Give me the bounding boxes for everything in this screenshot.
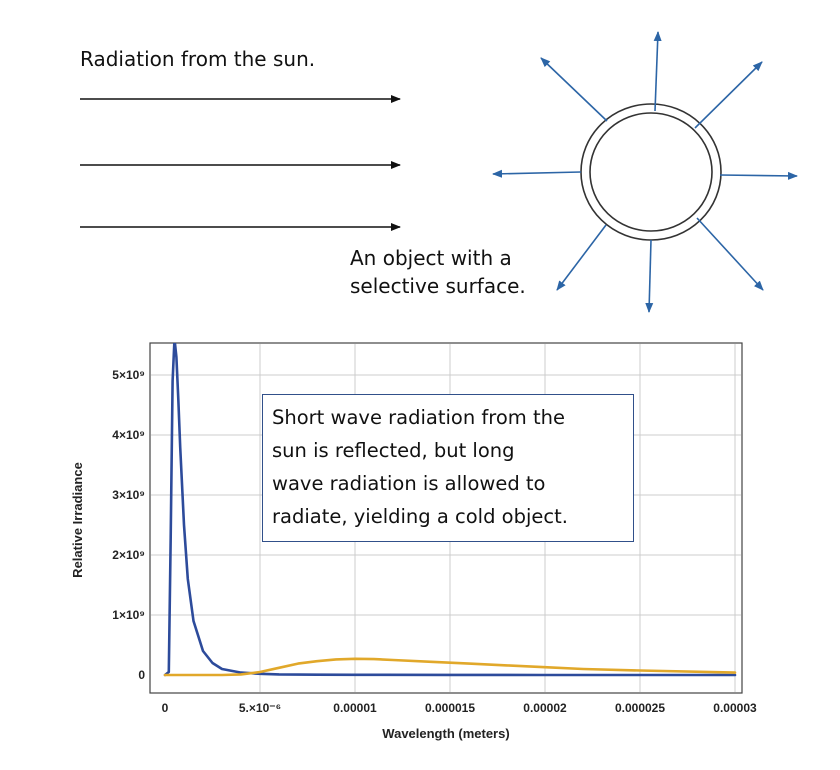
- sun-spectrum-line: [163, 343, 737, 677]
- object-inner-ring: [589, 112, 713, 232]
- x-tick-label: 0.00002: [523, 701, 567, 715]
- emitted-ray-arrow: [653, 31, 662, 112]
- y-tick-label: 3×10⁹: [112, 488, 145, 502]
- annotation-line: wave radiation is allowed to: [272, 472, 546, 495]
- emitted-ray-arrow: [696, 217, 764, 291]
- object-spectrum-line: [163, 657, 737, 677]
- object-caption-line: An object with a: [350, 246, 512, 270]
- emitted-ray-arrow: [719, 171, 798, 180]
- y-axis-title: Relative Irradiance: [70, 462, 85, 578]
- chart-axis-ticks: 0 5.×10⁻⁶ 0.00001 0.000015 0.00002 0.000025 0.…: [112, 368, 757, 715]
- annotation-box: Short wave radiation from the sun is ref…: [262, 394, 634, 542]
- x-tick-label: 0: [162, 701, 169, 715]
- x-tick-label: 0.000025: [615, 701, 665, 715]
- emitted-radiation-arrows: [492, 31, 798, 313]
- emitted-ray-arrow: [556, 224, 607, 291]
- object-caption-line: selective surface.: [350, 274, 526, 298]
- x-tick-label: 0.00003: [713, 701, 757, 715]
- emitted-ray-arrow: [492, 169, 582, 178]
- y-tick-label: 4×10⁹: [112, 428, 145, 442]
- y-tick-label: 5×10⁹: [112, 368, 145, 382]
- annotation-line: radiate, yielding a cold object.: [272, 505, 568, 528]
- object-caption: An object with a selective surface.: [350, 244, 526, 300]
- emitted-ray-arrow: [694, 61, 763, 129]
- y-tick-label: 0: [138, 668, 145, 682]
- y-tick-label: 2×10⁹: [112, 548, 145, 562]
- chart-series: [163, 343, 737, 677]
- sun-radiation-caption: Radiation from the sun.: [80, 47, 316, 71]
- annotation-line: Short wave radiation from the: [272, 406, 566, 429]
- emitted-ray-arrow: [645, 239, 654, 313]
- x-tick-label: 0.000015: [425, 701, 475, 715]
- selective-surface-object: [580, 103, 722, 241]
- x-tick-label: 0.00001: [333, 701, 377, 715]
- incoming-radiation-arrows: [80, 95, 401, 231]
- emitted-ray-arrow: [540, 57, 608, 122]
- x-axis-title: Wavelength (meters): [382, 726, 509, 741]
- y-tick-label: 1×10⁹: [112, 608, 145, 622]
- annotation-line: sun is reflected, but long: [272, 439, 515, 462]
- x-tick-label: 5.×10⁻⁶: [239, 701, 281, 715]
